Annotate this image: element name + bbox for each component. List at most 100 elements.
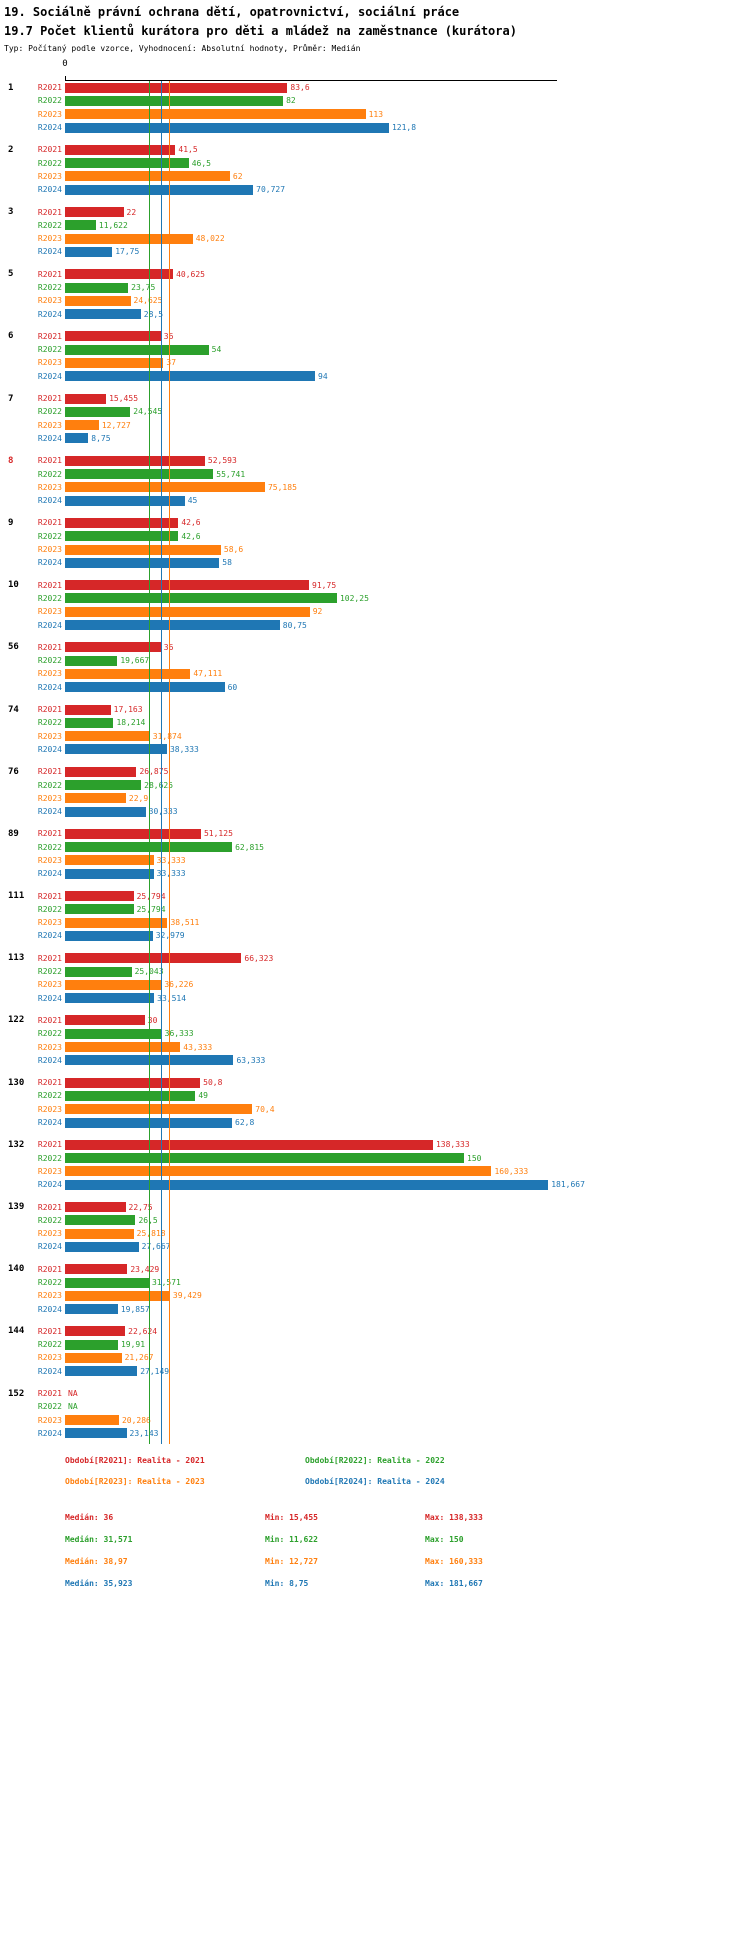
- series-label: R2022: [37, 842, 62, 852]
- bar-row: R2022 36,333: [0, 1027, 750, 1040]
- bar-track: 51,125: [65, 828, 750, 839]
- series-label: R2024: [37, 1304, 62, 1314]
- chart-group: 2 R2021 41,5 R2022 46,5 R2023 62 R2024 70,727: [0, 143, 750, 196]
- bar-track: 19,667: [65, 655, 750, 666]
- bar-row: 152 R2021 NA: [0, 1387, 750, 1400]
- series-label: R2024: [37, 744, 62, 754]
- bar: [65, 1077, 201, 1088]
- bar: [65, 580, 310, 591]
- value-label: 36,333: [164, 1029, 194, 1039]
- bar-row: 3 R2021 22: [0, 205, 750, 218]
- bar-track: 8,75: [65, 433, 750, 444]
- chart-legend: Období[R2021]: Realita - 2021 Období[R202…: [65, 1456, 750, 1487]
- bar-track: 66,323: [65, 953, 750, 964]
- value-label: 121,8: [391, 123, 417, 133]
- bar-row: R2023 25,818: [0, 1227, 750, 1240]
- bar-track: 94: [65, 371, 750, 382]
- bar-row: R2024 63,333: [0, 1054, 750, 1067]
- series-label: R2024: [37, 1180, 62, 1190]
- bar-row: R2023 21,267: [0, 1351, 750, 1364]
- bar: [65, 109, 366, 120]
- chart-group: 8 R2021 52,593 R2022 55,741 R2023 75,185 R2024 4…: [0, 454, 750, 507]
- bar-row: R2024 32,979: [0, 929, 750, 942]
- value-label: 22,624: [128, 1326, 158, 1336]
- bar-row: R2022 19,91: [0, 1338, 750, 1351]
- bar-track: 54: [65, 344, 750, 355]
- bar: [65, 1326, 126, 1337]
- bar-chart: 0 1 R2021 83,6 R2022 82 R2023 113 R2024 121,8 2 R2…: [0, 57, 750, 1445]
- bar-track: 28,625: [65, 780, 750, 790]
- bar: [65, 282, 129, 293]
- group-label: 56: [8, 642, 19, 653]
- group-label: 132: [8, 1139, 25, 1150]
- bar: [65, 269, 174, 280]
- series-label: R2023: [37, 793, 62, 803]
- series-label: R2022: [37, 1091, 62, 1101]
- value-label: 19,667: [120, 656, 150, 666]
- bar: [65, 1415, 119, 1426]
- value-label: 23,143: [129, 1428, 159, 1438]
- value-label: 20,286: [121, 1415, 151, 1425]
- bar-track: 42,6: [65, 517, 750, 528]
- bar: [65, 766, 137, 777]
- series-label: R2021: [37, 1326, 62, 1336]
- value-label: 33,333: [156, 869, 186, 879]
- stat-max: Max: 160,333: [425, 1557, 483, 1567]
- value-label: 60: [227, 682, 238, 692]
- bar-row: R2022 55,741: [0, 467, 750, 480]
- bar-row: 140 R2021 23,429: [0, 1263, 750, 1276]
- bar: [65, 482, 265, 493]
- series-label: R2021: [37, 767, 62, 777]
- bar-track: 15,455: [65, 393, 750, 404]
- bar-row: R2023 38,511: [0, 916, 750, 929]
- bar-track: 46,5: [65, 158, 750, 169]
- value-label: 92: [312, 607, 323, 617]
- bar-track: 80,75: [65, 620, 750, 631]
- bar: [65, 917, 168, 928]
- bar: [65, 993, 155, 1004]
- bar: [65, 246, 113, 257]
- legend-item: Období[R2023]: Realita - 2023: [65, 1477, 205, 1487]
- group-label: 6: [8, 331, 14, 342]
- series-label: R2023: [37, 731, 62, 741]
- bar-track: 27,667: [65, 1241, 750, 1252]
- value-label: 63,333: [236, 1055, 266, 1065]
- stat-median: Medián: 31,571: [65, 1535, 133, 1545]
- value-label: 75,185: [267, 482, 297, 492]
- report-title-line1: 19. Sociálně právní ochrana dětí, opatro…: [4, 5, 460, 19]
- bar-track: 83,6: [65, 82, 750, 93]
- bar: [65, 393, 107, 404]
- series-label: R2022: [37, 220, 62, 230]
- legend-item: Období[R2021]: Realita - 2021: [65, 1456, 205, 1466]
- series-label: R2023: [37, 482, 62, 492]
- group-label: 140: [8, 1264, 25, 1275]
- group-label: 8: [8, 455, 14, 466]
- bar-row: R2022 42,6: [0, 530, 750, 543]
- bar: [65, 668, 191, 679]
- bar-track: 39,429: [65, 1290, 750, 1301]
- bar-track: 37: [65, 357, 750, 368]
- bar-track: 91,75: [65, 580, 750, 591]
- bar-row: R2024 80,75: [0, 618, 750, 631]
- bar-row: R2023 58,6: [0, 543, 750, 556]
- group-label: 1: [8, 82, 14, 93]
- bar-row: R2022 28,625: [0, 778, 750, 791]
- bar-track: 31,571: [65, 1277, 750, 1288]
- bar-row: R2024 28,5: [0, 307, 750, 320]
- bar: [65, 744, 167, 755]
- bar-track: 138,333: [65, 1139, 750, 1150]
- bar-track: 70,727: [65, 184, 750, 195]
- bar: [65, 1104, 253, 1115]
- group-label: 74: [8, 704, 19, 715]
- bar-track: 50,8: [65, 1077, 750, 1088]
- value-label: 43,333: [183, 1042, 213, 1052]
- bar-track: 20,286: [65, 1415, 750, 1426]
- bar-track: 58,6: [65, 544, 750, 555]
- value-label: 19,857: [120, 1304, 150, 1314]
- chart-group: 111 R2021 25,794 R2022 25,794 R2023 38,511 R202…: [0, 889, 750, 942]
- bar-track: 92: [65, 606, 750, 617]
- bar: [65, 1366, 138, 1377]
- bar-row: R2022 18,214: [0, 716, 750, 729]
- chart-group: 1 R2021 83,6 R2022 82 R2023 113 R2024 121,8: [0, 81, 750, 134]
- bar: [65, 731, 150, 742]
